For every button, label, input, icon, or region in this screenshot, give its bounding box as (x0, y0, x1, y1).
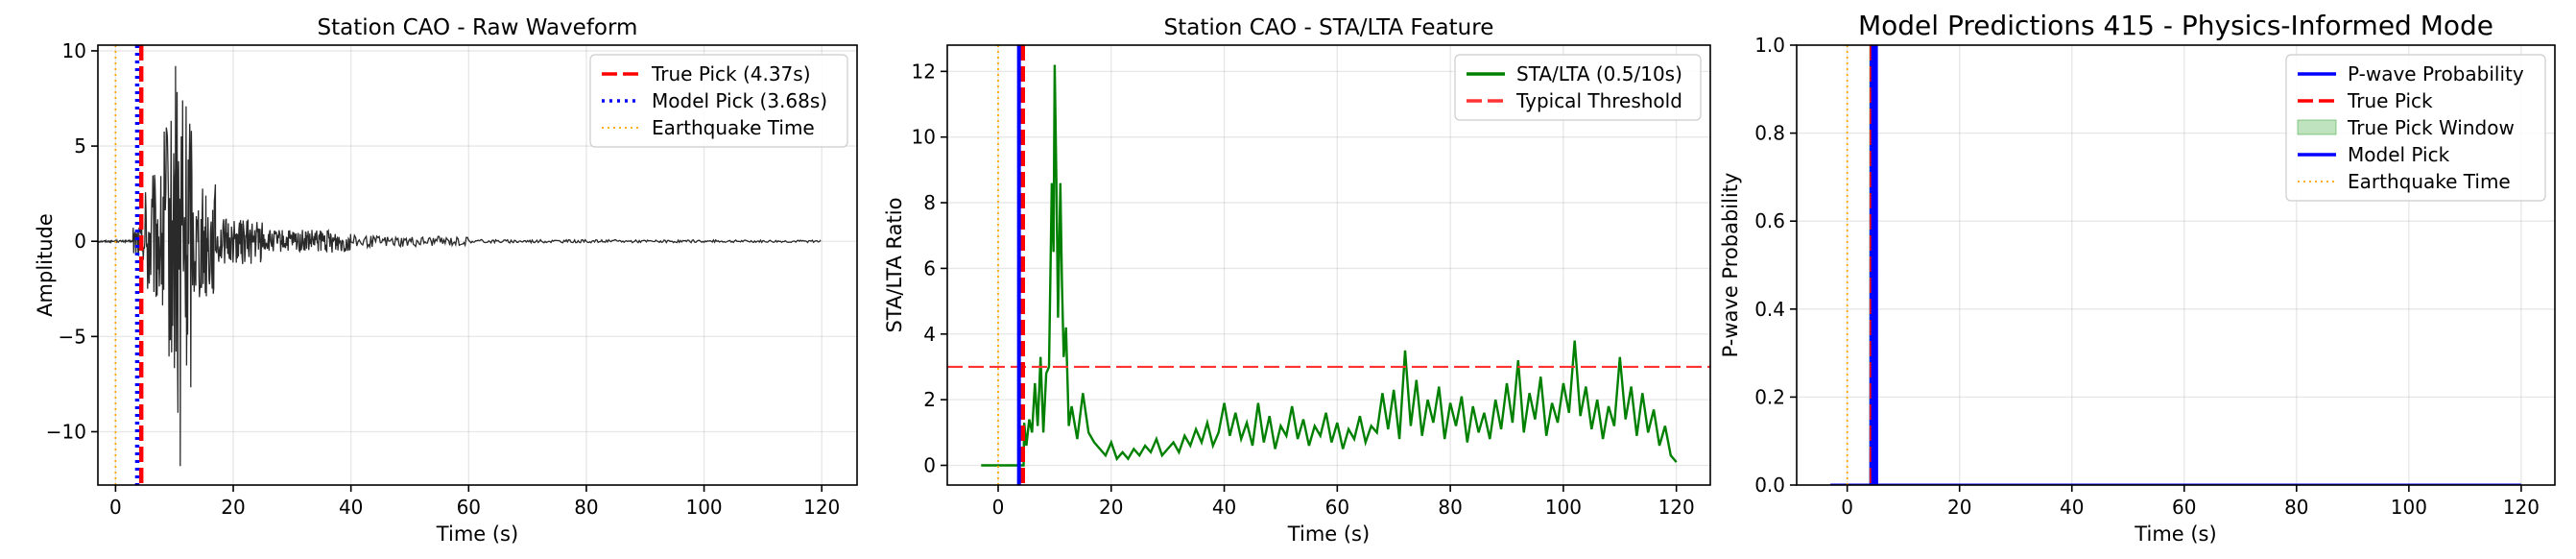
x-tick-label: 80 (574, 496, 598, 519)
legend-label: True Pick (4.37s) (651, 62, 811, 85)
y-tick-label: 0 (74, 230, 86, 253)
legend: True Pick (4.37s) Model Pick (3.68s) Earth… (589, 54, 848, 148)
y-tick-label: −10 (46, 420, 86, 443)
legend-label: Model Pick (2348, 143, 2450, 166)
legend: P-wave Probability True Pick True Pick Win… (2285, 54, 2546, 202)
plot-area (947, 45, 1710, 485)
legend-label: Earthquake Time (2348, 170, 2511, 193)
y-tick-label: 4 (923, 323, 936, 346)
legend-item: Typical Threshold (1467, 89, 1682, 112)
sta-lta-0-5-10s--line (981, 64, 1678, 467)
chart-1: 0 20 40 60 80 100 120 −10 −5 0 5 10 Station CAO - Ra… (34, 15, 858, 546)
x-tick-label: 60 (457, 496, 481, 519)
y-tick-label: 10 (912, 126, 936, 149)
legend-item: Model Pick (3.68s) (602, 89, 827, 112)
x-tick-label: 120 (2503, 496, 2540, 519)
y-tick-label: 0.4 (1754, 298, 1785, 321)
plot-area (98, 45, 822, 485)
legend-label: Typical Threshold (1515, 89, 1682, 112)
axes-frame (946, 44, 1711, 486)
x-tick-label: 0 (992, 496, 1005, 519)
y-tick-label: −5 (59, 325, 86, 348)
legend-item: True Pick Window (2297, 116, 2515, 139)
x-axis-label: Time (s) (1287, 523, 1370, 546)
chart-title: Station CAO - Raw Waveform (318, 15, 638, 40)
y-tick-label: 0.6 (1754, 209, 1785, 232)
legend: STA/LTA (0.5/10s) Typical Threshold (1454, 54, 1702, 121)
y-tick-label: 6 (923, 256, 936, 280)
legend-label: True Pick Window (2347, 116, 2515, 139)
y-tick-label: 8 (923, 191, 936, 214)
y-tick-label: 0.0 (1754, 474, 1785, 497)
x-tick-label: 40 (339, 496, 363, 519)
chart-title: Station CAO - STA/LTA Feature (1164, 15, 1494, 40)
legend-box (589, 54, 848, 148)
axes-frame (97, 44, 858, 486)
x-tick-label: 80 (2284, 496, 2308, 519)
chart-title: Model Predictions 415 - Physics-Informed… (1858, 10, 2493, 41)
legend-box (1454, 54, 1702, 121)
y-axis-label: P-wave Probability (1719, 173, 1742, 358)
legend-label: Earthquake Time (652, 116, 815, 139)
x-tick-label: 100 (1545, 496, 1582, 519)
x-axis-label: Time (s) (436, 523, 518, 546)
legend-label: True Pick (2347, 89, 2433, 112)
x-tick-label: 100 (685, 496, 722, 519)
x-tick-label: 100 (2391, 496, 2427, 519)
waveform-line (98, 65, 822, 467)
legend-item: Earthquake Time (2298, 170, 2511, 193)
x-tick-label: 120 (803, 496, 840, 519)
x-axis-label: Time (s) (2134, 523, 2216, 546)
y-tick-label: 10 (62, 39, 86, 62)
legend-box (2285, 54, 2546, 202)
plot-area (1830, 45, 2521, 485)
y-tick-label: 0 (923, 453, 936, 476)
x-tick-label: 40 (1212, 496, 1236, 519)
x-tick-label: 60 (1325, 496, 1349, 519)
x-tick-label: 20 (1947, 496, 1971, 519)
y-axis-label: STA/LTA Ratio (883, 198, 906, 333)
legend-swatch (2297, 119, 2337, 135)
y-tick-label: 0.8 (1754, 122, 1785, 145)
x-tick-label: 80 (1438, 496, 1462, 519)
legend-label: Model Pick (3.68s) (652, 89, 827, 112)
legend-item: P-wave Probability (2298, 62, 2524, 85)
y-tick-label: 0.2 (1754, 385, 1785, 408)
y-tick-label: 5 (74, 134, 86, 158)
legend-item: True Pick (2298, 89, 2433, 112)
legend-label: P-wave Probability (2348, 62, 2524, 85)
legend-item: Earthquake Time (602, 116, 815, 139)
x-tick-label: 120 (1658, 496, 1695, 519)
legend-item: STA/LTA (0.5/10s) (1467, 62, 1682, 85)
chart-2: 0 20 40 60 80 100 120 0 2 4 6 8 10 12 Station CAO - ST… (883, 15, 1711, 546)
x-tick-label: 60 (2172, 496, 2196, 519)
legend-item: True Pick (4.37s) (602, 62, 811, 85)
x-tick-label: 20 (1099, 496, 1123, 519)
chart-3: 0 20 40 60 80 100 120 0.0 0.2 0.4 0.6 0.8 1.0 Model P… (1719, 10, 2556, 546)
x-tick-label: 40 (2060, 496, 2084, 519)
y-tick-label: 2 (923, 388, 936, 411)
legend-item: Model Pick (2298, 143, 2450, 166)
axes-frame (1796, 44, 2556, 486)
x-tick-label: 20 (221, 496, 245, 519)
x-tick-label: 0 (109, 496, 122, 519)
x-tick-label: 0 (1841, 496, 1853, 519)
y-axis-label: Amplitude (34, 213, 57, 317)
y-tick-label: 1.0 (1754, 34, 1785, 57)
y-tick-label: 12 (912, 60, 936, 83)
legend-label: STA/LTA (0.5/10s) (1516, 62, 1682, 85)
